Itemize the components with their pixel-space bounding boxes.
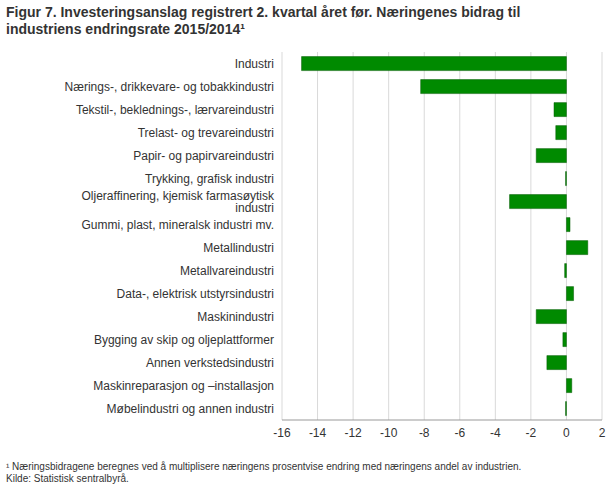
svg-text:Tekstil-, beklednings-, lærvar: Tekstil-, beklednings-, lærvareindustri [76,103,274,117]
svg-text:Annen verkstedsindustri: Annen verkstedsindustri [146,356,274,370]
svg-text:-16: -16 [273,426,291,440]
svg-text:Papir- og papirvareindustri: Papir- og papirvareindustri [133,149,274,163]
svg-text:0: 0 [563,426,570,440]
svg-text:-6: -6 [454,426,465,440]
svg-text:-10: -10 [380,426,398,440]
svg-text:-4: -4 [490,426,501,440]
svg-text:2: 2 [599,426,602,440]
html-text:Kilde: Statistisk sentralbyrå.: Kilde: Statistisk sentralbyrå. [6,473,129,484]
svg-text:-12: -12 [344,426,362,440]
svg-text:Maskinreparasjon og –installas: Maskinreparasjon og –installasjon [93,379,274,393]
svg-text:Maskinindustri: Maskinindustri [197,310,274,324]
svg-text:Oljeraffinering, kjemisk farma: Oljeraffinering, kjemisk farmasøytiskind… [82,189,275,215]
svg-text:-2: -2 [526,426,537,440]
svg-text:Metallindustri: Metallindustri [203,241,274,255]
svg-text:Trelast- og trevareindustri: Trelast- og trevareindustri [138,126,274,140]
svg-text:Nærings-, drikkevare- og tobak: Nærings-, drikkevare- og tobakkindustri [65,80,274,94]
svg-text:Metallvareindustri: Metallvareindustri [180,264,274,278]
svg-text:Industri: Industri [235,57,274,71]
svg-text:Gummi, plast, mineralsk indust: Gummi, plast, mineralsk industri mv. [82,218,275,232]
svg-text:Bygging av skip og oljeplattfo: Bygging av skip og oljeplattformer [94,333,274,347]
svg-text:Møbelindustri og annen industr: Møbelindustri og annen industri [107,402,274,416]
html-text:¹ Næringsbidragene beregnes ve: ¹ Næringsbidragene beregnes ved å multip… [6,461,522,472]
svg-text:Data-, elektrisk utstyrsindust: Data-, elektrisk utstyrsindustri [117,287,274,301]
svg-text:-8: -8 [419,426,430,440]
html-text:Figur 7. Investeringsanslag re: Figur 7. Investeringsanslag registrert 2… [6,4,521,37]
svg-text:-14: -14 [309,426,327,440]
svg-text:Trykking, grafisk industri: Trykking, grafisk industri [145,172,274,186]
